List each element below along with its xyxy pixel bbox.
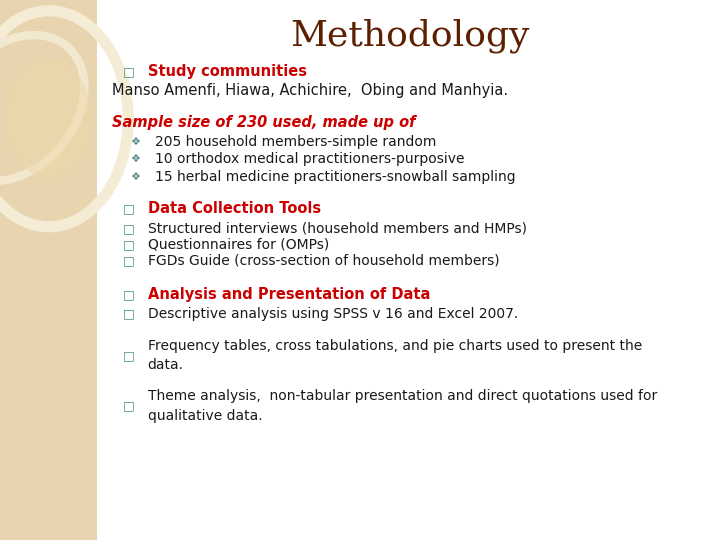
Text: Manso Amenfi, Hiawa, Achichire,  Obing and Manhyia.: Manso Amenfi, Hiawa, Achichire, Obing an…: [112, 83, 508, 98]
Text: □: □: [122, 349, 134, 362]
Text: Descriptive analysis using SPSS v 16 and Excel 2007.: Descriptive analysis using SPSS v 16 and…: [148, 307, 518, 321]
FancyBboxPatch shape: [0, 0, 97, 540]
Text: 10 orthodox medical practitioners-purposive: 10 orthodox medical practitioners-purpos…: [155, 152, 464, 166]
Text: Data Collection Tools: Data Collection Tools: [148, 201, 320, 217]
Text: 15 herbal medicine practitioners-snowball sampling: 15 herbal medicine practitioners-snowbal…: [155, 170, 516, 184]
Text: Questionnaires for (OMPs): Questionnaires for (OMPs): [148, 238, 329, 252]
Text: Study communities: Study communities: [148, 64, 307, 79]
Text: FGDs Guide (cross-section of household members): FGDs Guide (cross-section of household m…: [148, 254, 499, 268]
Text: □: □: [122, 222, 134, 235]
Text: □: □: [122, 65, 134, 78]
Text: Theme analysis,  non-tabular presentation and direct quotations used for
qualita: Theme analysis, non-tabular presentation…: [148, 389, 657, 423]
Text: 205 household members-simple random: 205 household members-simple random: [155, 135, 436, 149]
Text: □: □: [122, 202, 134, 215]
Text: Structured interviews (household members and HMPs): Structured interviews (household members…: [148, 221, 526, 235]
Text: ❖: ❖: [130, 137, 140, 147]
Text: Sample size of 230 used, made up of: Sample size of 230 used, made up of: [112, 115, 415, 130]
Text: □: □: [122, 307, 134, 320]
Text: Analysis and Presentation of Data: Analysis and Presentation of Data: [148, 287, 430, 302]
Ellipse shape: [6, 59, 92, 178]
Text: □: □: [122, 400, 134, 413]
Text: Methodology: Methodology: [291, 19, 530, 53]
Text: □: □: [122, 238, 134, 251]
Text: ❖: ❖: [130, 172, 140, 181]
Text: □: □: [122, 288, 134, 301]
Text: □: □: [122, 254, 134, 267]
Text: Frequency tables, cross tabulations, and pie charts used to present the
data.: Frequency tables, cross tabulations, and…: [148, 339, 642, 372]
Text: ❖: ❖: [130, 154, 140, 164]
